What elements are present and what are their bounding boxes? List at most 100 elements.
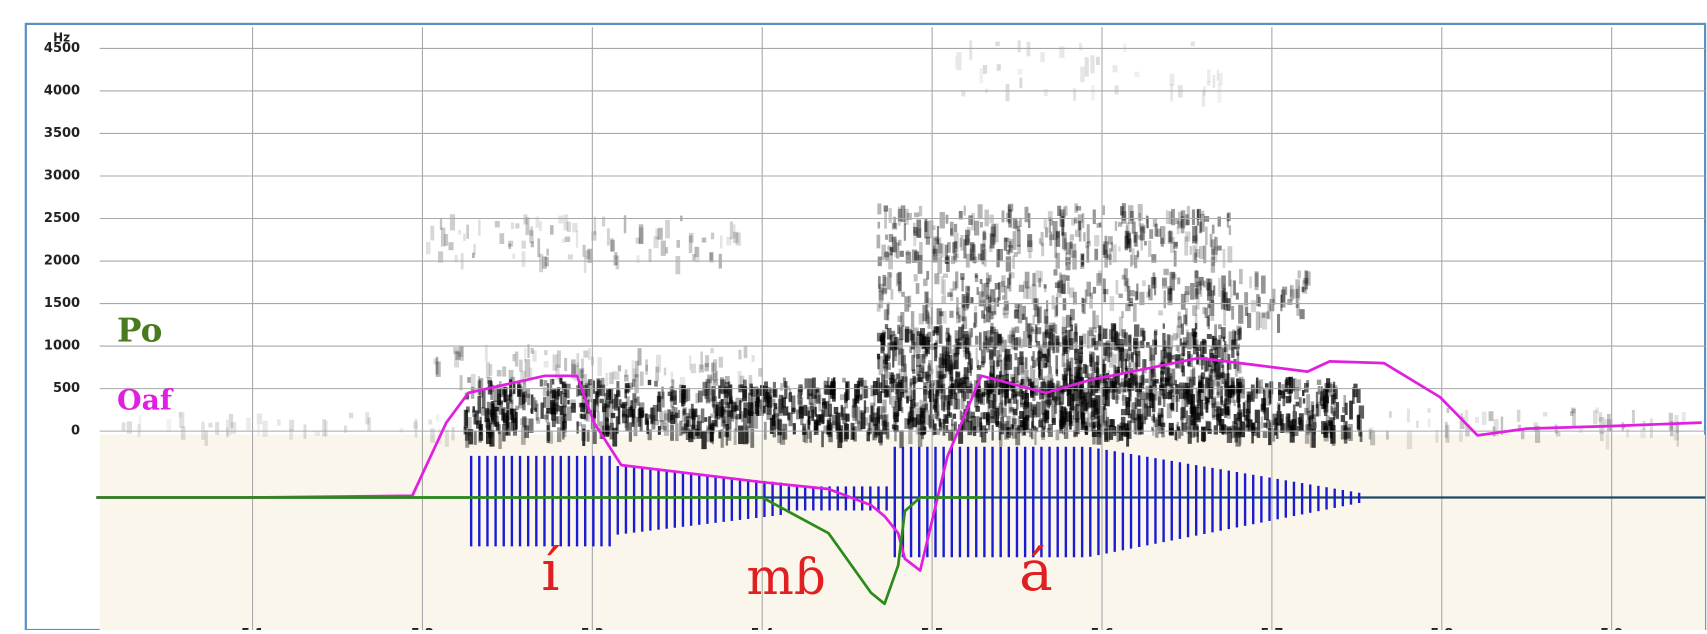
spectral-energy <box>1312 405 1315 419</box>
spectral-energy <box>1171 355 1175 360</box>
spectral-energy <box>740 376 745 384</box>
spectral-energy <box>1151 427 1153 431</box>
spectral-energy <box>955 271 958 288</box>
spectral-energy <box>974 313 977 324</box>
spectral-energy <box>487 377 492 384</box>
spectral-energy <box>226 420 229 438</box>
spectral-energy <box>614 371 619 379</box>
spectral-energy <box>611 413 615 418</box>
spectral-energy <box>745 426 749 443</box>
spectral-energy <box>1074 323 1077 341</box>
spectral-energy <box>1004 387 1006 405</box>
spectral-energy <box>942 311 946 324</box>
spectral-energy <box>1121 211 1126 224</box>
spectral-energy <box>907 419 910 425</box>
spectral-energy <box>1049 342 1054 347</box>
spectral-energy <box>515 352 518 367</box>
spectral-energy <box>1435 430 1438 443</box>
spectral-energy <box>887 343 890 359</box>
spectral-energy <box>1129 362 1132 367</box>
spectral-energy <box>1251 425 1254 443</box>
spectral-energy <box>545 257 549 267</box>
spectral-energy <box>1085 57 1089 76</box>
spectral-energy <box>680 377 685 389</box>
spectral-energy <box>636 255 639 263</box>
spectral-energy <box>1137 252 1139 260</box>
spectral-energy <box>1196 347 1199 364</box>
spectral-energy <box>744 346 748 359</box>
spectral-energy <box>1103 205 1105 215</box>
spectral-energy <box>1120 422 1125 428</box>
spectral-energy <box>1328 420 1333 425</box>
spectral-energy <box>1014 353 1017 360</box>
spectral-energy <box>877 203 881 214</box>
spectral-energy <box>1093 287 1096 294</box>
spectral-energy <box>1055 336 1059 345</box>
spectral-energy <box>852 399 856 408</box>
spectral-energy <box>940 212 945 229</box>
spectral-energy <box>941 243 944 257</box>
spectral-energy <box>986 278 990 284</box>
spectral-energy <box>832 389 836 402</box>
spectral-energy <box>1185 410 1187 424</box>
spectral-energy <box>530 226 532 236</box>
spectral-energy <box>1237 404 1240 419</box>
spectral-energy <box>515 223 519 228</box>
spectral-energy <box>671 395 676 400</box>
spectral-energy <box>729 384 732 403</box>
spectral-energy <box>954 360 958 369</box>
spectral-energy <box>865 407 869 413</box>
spectral-energy <box>1233 280 1236 295</box>
spectral-energy <box>1202 427 1205 442</box>
spectral-energy <box>1019 351 1023 365</box>
spectral-energy <box>1227 213 1231 222</box>
spectral-energy <box>1226 298 1230 311</box>
y-tick-label: 1500 <box>44 296 80 311</box>
spectral-energy <box>663 426 667 432</box>
spectral-energy <box>1193 377 1196 385</box>
spectral-energy <box>1028 251 1031 258</box>
spectral-energy <box>1194 271 1198 287</box>
spectral-energy <box>1197 209 1199 225</box>
spectral-energy <box>841 407 846 420</box>
spectral-energy <box>567 400 569 404</box>
spectral-energy <box>1039 418 1043 427</box>
spectral-energy <box>1146 342 1150 348</box>
spectral-energy <box>1135 291 1138 300</box>
spectral-energy <box>1306 394 1310 412</box>
spectral-energy <box>913 230 916 246</box>
spectral-energy <box>509 370 514 382</box>
spectral-energy <box>630 400 633 417</box>
spectral-energy <box>1008 204 1013 212</box>
spectral-energy <box>743 402 748 414</box>
spectral-energy <box>1126 225 1128 239</box>
spectral-energy <box>967 227 971 236</box>
spectral-energy <box>1115 85 1119 94</box>
spectral-energy <box>891 373 894 393</box>
spectral-energy <box>908 329 912 334</box>
spectral-energy <box>939 419 944 424</box>
spectral-energy <box>1321 421 1326 434</box>
spectral-energy <box>1169 376 1173 395</box>
spectral-energy <box>946 425 949 433</box>
spectral-energy <box>1118 246 1120 251</box>
spectral-energy <box>1070 241 1073 248</box>
spectral-energy <box>526 388 530 398</box>
spectral-energy <box>1093 422 1098 428</box>
spectral-energy <box>774 403 777 409</box>
spectral-energy <box>938 357 943 368</box>
spectral-energy <box>943 359 948 368</box>
y-tick-label: 2000 <box>44 254 80 269</box>
spectral-energy <box>485 345 488 362</box>
spectral-energy <box>658 426 661 435</box>
spectral-energy <box>1153 385 1157 400</box>
spectral-energy <box>1308 417 1311 427</box>
spectral-energy <box>1144 241 1147 246</box>
spectral-energy <box>1044 219 1048 228</box>
spectral-energy <box>614 252 617 265</box>
spectral-energy <box>1033 426 1036 431</box>
spectral-energy <box>992 425 994 441</box>
spectral-energy <box>990 416 994 423</box>
spectral-energy <box>1221 401 1226 407</box>
spectral-energy <box>1210 234 1213 247</box>
